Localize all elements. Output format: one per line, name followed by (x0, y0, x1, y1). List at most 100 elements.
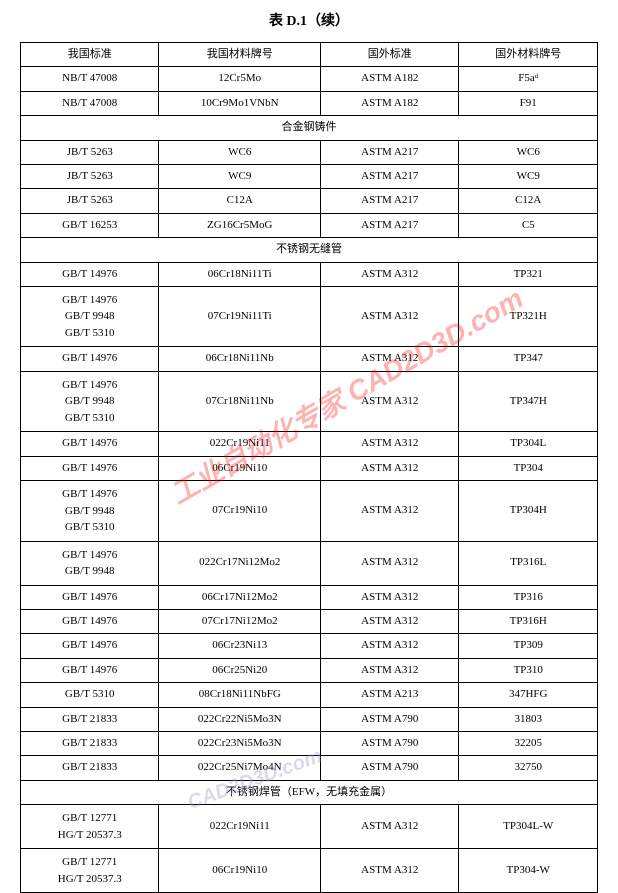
cell: TP304-W (459, 849, 598, 893)
cell: TP310 (459, 658, 598, 682)
cell: ASTM A217 (321, 164, 459, 188)
cell: 022Cr25Ni7Mo4N (159, 756, 321, 780)
cell-line: GB/T 5310 (23, 410, 156, 427)
cell-line: GB/T 5310 (23, 519, 156, 536)
cell: 022Cr23Ni5Mo3N (159, 731, 321, 755)
table-row: GB/T 14976 GB/T 9948 GB/T 5310 07Cr19Ni1… (21, 286, 598, 347)
cell-line: GB/T 12771 (23, 810, 156, 827)
cell: TP321H (459, 286, 598, 347)
cell: TP321 (459, 262, 598, 286)
header-col2: 我国材料牌号 (159, 43, 321, 67)
cell: GB/T 14976 (21, 585, 159, 609)
table-row: GB/T 14976 06Cr17Ni12Mo2 ASTM A312 TP316 (21, 585, 598, 609)
cell: WC9 (159, 164, 321, 188)
cell: GB/T 14976 (21, 634, 159, 658)
cell: 022Cr19Ni11 (159, 805, 321, 849)
cell-multi: GB/T 14976 GB/T 9948 GB/T 5310 (21, 371, 159, 432)
cell: TP304H (459, 481, 598, 542)
cell: ASTM A312 (321, 262, 459, 286)
section-header: 不锈钢焊管（EFW，无填充金属） (21, 780, 598, 804)
cell: ASTM A217 (321, 213, 459, 237)
cell: 06Cr18Ni11Ti (159, 262, 321, 286)
cell: F5aᵈ (459, 67, 598, 91)
cell-line: HG/T 20537.3 (23, 871, 156, 888)
cell: WC6 (159, 140, 321, 164)
table-row: GB/T 14976 06Cr19Ni10 ASTM A312 TP304 (21, 456, 598, 480)
cell: ZG16Cr5MoG (159, 213, 321, 237)
cell: 10Cr9Mo1VNbN (159, 91, 321, 115)
cell-line: HG/T 20537.3 (23, 827, 156, 844)
cell: 07Cr17Ni12Mo2 (159, 609, 321, 633)
cell: TP347 (459, 347, 598, 371)
cell: 12Cr5Mo (159, 67, 321, 91)
cell-multi: GB/T 12771 HG/T 20537.3 (21, 805, 159, 849)
cell: 32750 (459, 756, 598, 780)
cell: ASTM A312 (321, 456, 459, 480)
cell: 06Cr19Ni10 (159, 849, 321, 893)
cell: 06Cr23Ni13 (159, 634, 321, 658)
cell: GB/T 16253 (21, 213, 159, 237)
cell: TP304 (459, 456, 598, 480)
material-table: 我国标准 我国材料牌号 国外标准 国外材料牌号 NB/T 47008 12Cr5… (20, 42, 598, 893)
cell: ASTM A217 (321, 140, 459, 164)
table-row: GB/T 14976 06Cr25Ni20 ASTM A312 TP310 (21, 658, 598, 682)
cell: TP347H (459, 371, 598, 432)
cell: 347HFG (459, 683, 598, 707)
cell: ASTM A790 (321, 731, 459, 755)
table-row: GB/T 5310 08Cr18Ni11NbFG ASTM A213 347HF… (21, 683, 598, 707)
table-row: NB/T 47008 10Cr9Mo1VNbN ASTM A182 F91 (21, 91, 598, 115)
cell: GB/T 14976 (21, 262, 159, 286)
cell: NB/T 47008 (21, 91, 159, 115)
cell: 06Cr18Ni11Nb (159, 347, 321, 371)
cell: NB/T 47008 (21, 67, 159, 91)
header-col3: 国外标准 (321, 43, 459, 67)
table-row: NB/T 47008 12Cr5Mo ASTM A182 F5aᵈ (21, 67, 598, 91)
cell-line: GB/T 9948 (23, 308, 156, 325)
table-row: GB/T 21833 022Cr23Ni5Mo3N ASTM A790 3220… (21, 731, 598, 755)
cell: 06Cr17Ni12Mo2 (159, 585, 321, 609)
cell: ASTM A182 (321, 67, 459, 91)
cell: ASTM A312 (321, 585, 459, 609)
cell: ASTM A312 (321, 541, 459, 585)
cell: F91 (459, 91, 598, 115)
cell: 022Cr17Ni12Mo2 (159, 541, 321, 585)
cell: GB/T 14976 (21, 347, 159, 371)
table-row: JB/T 5263 WC9 ASTM A217 WC9 (21, 164, 598, 188)
cell: TP304L-W (459, 805, 598, 849)
cell: ASTM A312 (321, 634, 459, 658)
cell: GB/T 14976 (21, 456, 159, 480)
table-row: GB/T 14976 GB/T 9948 GB/T 5310 07Cr18Ni1… (21, 371, 598, 432)
table-row: GB/T 14976 06Cr23Ni13 ASTM A312 TP309 (21, 634, 598, 658)
cell: ASTM A312 (321, 481, 459, 542)
table-row: GB/T 12771 HG/T 20537.3 06Cr19Ni10 ASTM … (21, 849, 598, 893)
cell: GB/T 21833 (21, 707, 159, 731)
cell-line: GB/T 9948 (23, 503, 156, 520)
cell: JB/T 5263 (21, 189, 159, 213)
cell-multi: GB/T 14976 GB/T 9948 (21, 541, 159, 585)
cell: TP316L (459, 541, 598, 585)
cell: TP309 (459, 634, 598, 658)
cell: 06Cr19Ni10 (159, 456, 321, 480)
header-col1: 我国标准 (21, 43, 159, 67)
cell-multi: GB/T 14976 GB/T 9948 GB/T 5310 (21, 286, 159, 347)
cell-line: GB/T 9948 (23, 563, 156, 580)
cell: TP316H (459, 609, 598, 633)
section-header: 不锈钢无缝管 (21, 238, 598, 262)
cell: ASTM A312 (321, 849, 459, 893)
cell: 06Cr25Ni20 (159, 658, 321, 682)
cell: ASTM A312 (321, 286, 459, 347)
cell: C12A (459, 189, 598, 213)
table-row: GB/T 14976 07Cr17Ni12Mo2 ASTM A312 TP316… (21, 609, 598, 633)
cell: 07Cr19Ni10 (159, 481, 321, 542)
table-row: GB/T 14976 06Cr18Ni11Ti ASTM A312 TP321 (21, 262, 598, 286)
cell: WC6 (459, 140, 598, 164)
header-col4: 国外材料牌号 (459, 43, 598, 67)
cell-line: GB/T 9948 (23, 393, 156, 410)
section-header-row: 不锈钢无缝管 (21, 238, 598, 262)
cell: ASTM A312 (321, 805, 459, 849)
cell-multi: GB/T 12771 HG/T 20537.3 (21, 849, 159, 893)
cell-line: GB/T 12771 (23, 854, 156, 871)
table-title: 表 D.1（续） (20, 10, 598, 30)
cell-line: GB/T 14976 (23, 377, 156, 394)
table-row: GB/T 14976 GB/T 9948 022Cr17Ni12Mo2 ASTM… (21, 541, 598, 585)
